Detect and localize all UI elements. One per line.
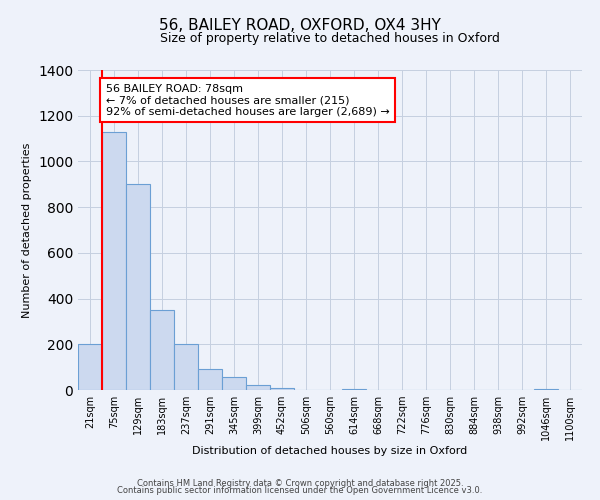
Y-axis label: Number of detached properties: Number of detached properties bbox=[22, 142, 32, 318]
Bar bbox=[270, 388, 294, 390]
Text: 56, BAILEY ROAD, OXFORD, OX4 3HY: 56, BAILEY ROAD, OXFORD, OX4 3HY bbox=[159, 18, 441, 32]
X-axis label: Distribution of detached houses by size in Oxford: Distribution of detached houses by size … bbox=[193, 446, 467, 456]
Bar bbox=[102, 132, 126, 390]
Title: Size of property relative to detached houses in Oxford: Size of property relative to detached ho… bbox=[160, 32, 500, 45]
Text: Contains HM Land Registry data © Crown copyright and database right 2025.: Contains HM Land Registry data © Crown c… bbox=[137, 478, 463, 488]
Bar bbox=[246, 386, 270, 390]
Bar bbox=[198, 370, 222, 390]
Text: 56 BAILEY ROAD: 78sqm
← 7% of detached houses are smaller (215)
92% of semi-deta: 56 BAILEY ROAD: 78sqm ← 7% of detached h… bbox=[106, 84, 389, 117]
Bar bbox=[126, 184, 150, 390]
Bar bbox=[342, 389, 366, 390]
Text: Contains public sector information licensed under the Open Government Licence v3: Contains public sector information licen… bbox=[118, 486, 482, 495]
Bar bbox=[78, 344, 102, 390]
Bar bbox=[150, 310, 174, 390]
Bar bbox=[222, 378, 246, 390]
Bar bbox=[174, 344, 198, 390]
Bar bbox=[534, 389, 558, 390]
